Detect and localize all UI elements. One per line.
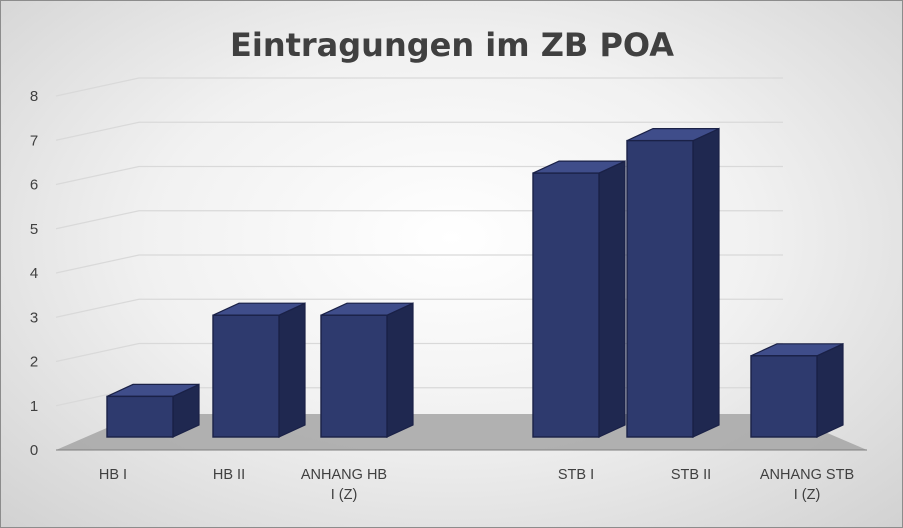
bar <box>626 127 720 438</box>
category-label: STB I <box>558 467 594 483</box>
y-tick-label: 4 <box>30 265 38 282</box>
category-label: ANHANG STB <box>760 467 854 483</box>
bar-front <box>212 314 280 438</box>
y-tick-label: 0 <box>30 442 38 459</box>
category-label: ANHANG HB <box>301 467 387 483</box>
category-label: HB II <box>213 467 245 483</box>
x-axis-categories: HB I HB II ANHANG HB I (Z) STB I STB II ANHANG… <box>99 467 854 503</box>
bar <box>750 342 844 438</box>
bar-front <box>626 139 694 438</box>
y-tick-label: 7 <box>30 132 38 149</box>
gridlines <box>55 77 783 407</box>
bar <box>532 160 626 438</box>
y-tick-label: 3 <box>30 309 38 326</box>
chart-title: Eintragungen im ZB POA <box>230 26 674 64</box>
bar-front <box>320 314 388 438</box>
y-tick-label: 8 <box>30 88 38 105</box>
category-label: I (Z) <box>331 487 358 503</box>
gridline <box>55 77 783 97</box>
bar-side <box>598 160 626 438</box>
category-label: STB II <box>671 467 711 483</box>
bar-side <box>278 302 306 438</box>
y-tick-label: 5 <box>30 221 38 238</box>
bar <box>320 302 414 438</box>
bar-side <box>386 302 414 438</box>
bar-side <box>692 127 720 438</box>
category-label: HB I <box>99 467 127 483</box>
y-tick-label: 2 <box>30 354 38 371</box>
y-tick-label: 6 <box>30 177 38 194</box>
bar-front <box>532 172 600 438</box>
category-label: I (Z) <box>794 487 821 503</box>
y-axis-ticks: 0 1 2 3 4 5 6 7 8 <box>30 88 38 459</box>
bar <box>212 302 306 438</box>
bar-side <box>816 342 844 438</box>
y-tick-label: 1 <box>30 398 38 415</box>
bars <box>106 127 844 438</box>
bar-front <box>106 395 174 438</box>
bar-front <box>750 355 818 438</box>
gridline <box>55 121 783 141</box>
bar <box>106 383 200 438</box>
